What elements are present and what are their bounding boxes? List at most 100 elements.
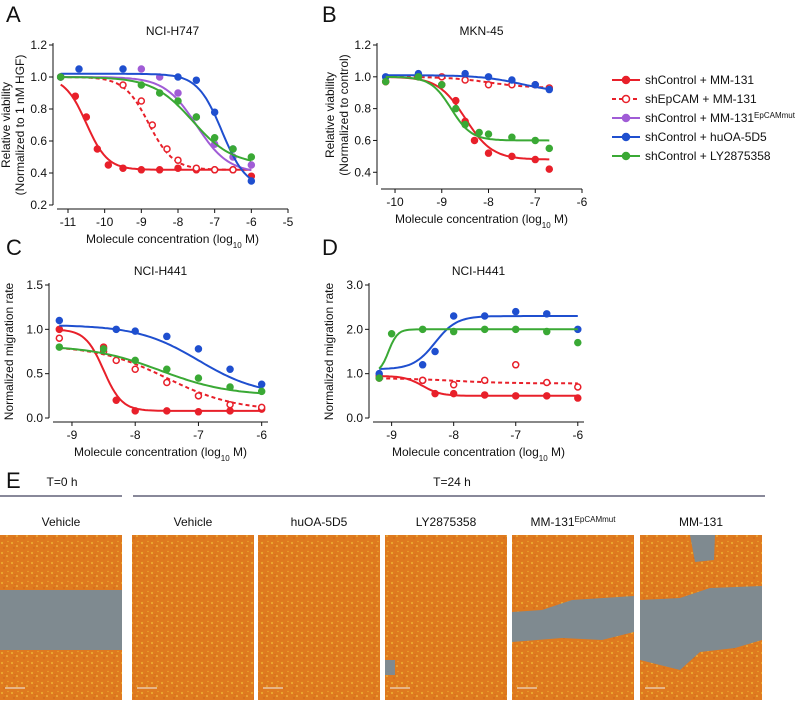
subscript: 10	[539, 454, 548, 463]
data-point	[71, 92, 80, 100]
fit-curve	[379, 315, 578, 370]
x-tick-label: -7	[510, 428, 521, 442]
legend-label: shControl + LY2875358	[645, 149, 771, 163]
x-axis-label: Molecule concentration (log10 M)	[395, 212, 568, 230]
fit-curve	[60, 76, 252, 162]
data-point	[210, 108, 219, 116]
data-point	[226, 365, 234, 373]
data-point	[484, 73, 493, 81]
chart-title: MKN-45	[459, 24, 503, 38]
fit-curve	[59, 324, 262, 389]
data-point	[470, 136, 479, 145]
x-tick-label: -11	[60, 215, 77, 229]
micrograph	[385, 535, 507, 700]
data-point	[82, 113, 91, 121]
data-point	[75, 65, 83, 73]
fit-curve	[378, 328, 578, 370]
data-point	[449, 312, 458, 320]
data-point	[192, 76, 201, 84]
chart-title: NCI-H747	[146, 24, 200, 38]
y-tick-label: 0.5	[26, 367, 43, 381]
data-point	[508, 76, 516, 84]
text-part: M)	[551, 212, 568, 226]
data-point	[508, 152, 516, 161]
fit-curve	[385, 75, 550, 89]
data-point	[431, 389, 439, 398]
image-label: Vehicle	[174, 515, 213, 529]
micrograph	[258, 535, 380, 700]
data-point	[137, 65, 146, 73]
data-point	[257, 380, 266, 389]
data-point	[55, 343, 64, 351]
data-point	[131, 407, 139, 415]
text-part: M)	[548, 445, 565, 459]
legend-marker	[621, 132, 631, 142]
text-part: shControl + MM-131	[645, 73, 754, 87]
data-point	[452, 96, 460, 105]
data-point	[461, 120, 469, 129]
legend-label: shControl + huOA-5D5	[645, 130, 767, 144]
legend-label: shControl + MM-131	[645, 73, 754, 87]
data-point	[163, 365, 171, 373]
data-point	[574, 383, 582, 391]
wound-gap	[512, 596, 634, 642]
legend-marker	[621, 113, 631, 123]
x-tick-label: -9	[436, 195, 447, 209]
data-point	[137, 166, 146, 174]
data-point	[480, 376, 489, 385]
data-point	[226, 407, 234, 415]
data-point	[210, 134, 219, 142]
data-point	[574, 394, 582, 402]
x-tick-label: -9	[67, 428, 78, 442]
superscript: EpCAMmut	[754, 111, 796, 120]
y-axis-label: (Normalized to 1 nM HGF)	[13, 55, 27, 196]
y-tick-label: 0.4	[30, 166, 47, 180]
data-point	[112, 396, 120, 405]
x-tick-label: -7	[193, 428, 204, 442]
group-label: T=0 h	[46, 475, 77, 489]
y-tick-label: 0.8	[354, 102, 371, 116]
text-part: shControl + LY2875358	[645, 149, 771, 163]
fit-curve	[385, 76, 550, 161]
wound-gap	[385, 660, 395, 675]
fit-curve	[60, 76, 252, 172]
y-tick-label: 0.2	[30, 198, 47, 212]
text-part: M)	[230, 445, 247, 459]
text-part: Molecule concentration (log	[392, 445, 539, 459]
data-point	[226, 400, 234, 409]
data-point	[480, 391, 489, 399]
y-tick-label: 1.2	[30, 38, 47, 52]
chart: 0.2 0.4 0.6 0.8 1.0 1.2 -11 -10 -9 -8 -7 -6 -5 NCI-H7…	[0, 24, 294, 250]
data-point	[418, 325, 427, 334]
panel-label: D	[322, 235, 338, 260]
text-part: MM-131	[531, 515, 575, 529]
data-point	[545, 85, 554, 94]
data-point	[531, 136, 540, 145]
text-part: huOA-5D5	[291, 515, 348, 529]
data-point	[247, 177, 256, 185]
legend-label: shControl + MM-131EpCAMmut	[645, 111, 796, 126]
wound-gap	[0, 590, 122, 650]
text-part: Molecule concentration (log	[86, 232, 233, 246]
data-point	[56, 73, 65, 81]
data-point	[163, 332, 171, 341]
data-point	[574, 338, 582, 347]
data-point	[155, 166, 164, 174]
text-part: shEpCAM + MM-131	[645, 92, 757, 106]
data-point	[229, 166, 237, 174]
data-point	[531, 81, 540, 89]
data-point	[480, 325, 489, 334]
micrograph	[132, 535, 254, 700]
data-point	[449, 381, 458, 389]
superscript: EpCAMmut	[575, 515, 617, 524]
x-tick-label: -10	[96, 215, 114, 229]
text-part: Vehicle	[174, 515, 213, 529]
panel-label: C	[6, 235, 22, 260]
y-tick-label: 0.4	[354, 165, 371, 179]
x-tick-label: -6	[577, 195, 588, 209]
data-point	[174, 73, 182, 81]
chart-title: NCI-H441	[134, 264, 188, 278]
data-point	[438, 81, 446, 89]
subscript: 10	[221, 454, 230, 463]
fit-curve	[60, 72, 252, 181]
